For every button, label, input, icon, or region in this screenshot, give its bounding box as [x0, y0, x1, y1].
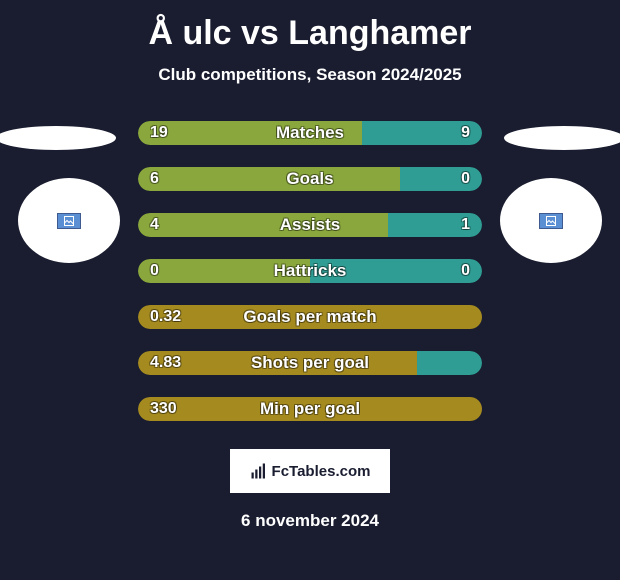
ellipse-decor-right [504, 126, 620, 150]
player-badge-right [500, 178, 602, 263]
page-title: Å ulc vs Langhamer [0, 14, 620, 53]
stat-label: Goals per match [138, 305, 482, 329]
chart-icon [250, 462, 268, 480]
brand-text: FcTables.com [272, 463, 371, 480]
placeholder-icon [539, 213, 563, 229]
stats-list: 199Matches 60Goals 41Assists 00Hattricks 0.3… [138, 121, 482, 421]
player-badge-left [18, 178, 120, 263]
stat-row: 41Assists [138, 213, 482, 237]
stat-label: Assists [138, 213, 482, 237]
stat-row: 0.32Goals per match [138, 305, 482, 329]
stat-label: Shots per goal [138, 351, 482, 375]
stat-label: Matches [138, 121, 482, 145]
ellipse-decor-left [0, 126, 116, 150]
subtitle: Club competitions, Season 2024/2025 [0, 65, 620, 85]
stat-row: 330Min per goal [138, 397, 482, 421]
date-text: 6 november 2024 [0, 511, 620, 531]
placeholder-icon [57, 213, 81, 229]
stat-label: Hattricks [138, 259, 482, 283]
comparison-infographic: Å ulc vs Langhamer Club competitions, Se… [0, 0, 620, 580]
stat-row: 60Goals [138, 167, 482, 191]
stat-row: 00Hattricks [138, 259, 482, 283]
stat-label: Goals [138, 167, 482, 191]
stat-row: 4.83Shots per goal [138, 351, 482, 375]
stat-label: Min per goal [138, 397, 482, 421]
brand-box: FcTables.com [230, 449, 390, 493]
stat-row: 199Matches [138, 121, 482, 145]
